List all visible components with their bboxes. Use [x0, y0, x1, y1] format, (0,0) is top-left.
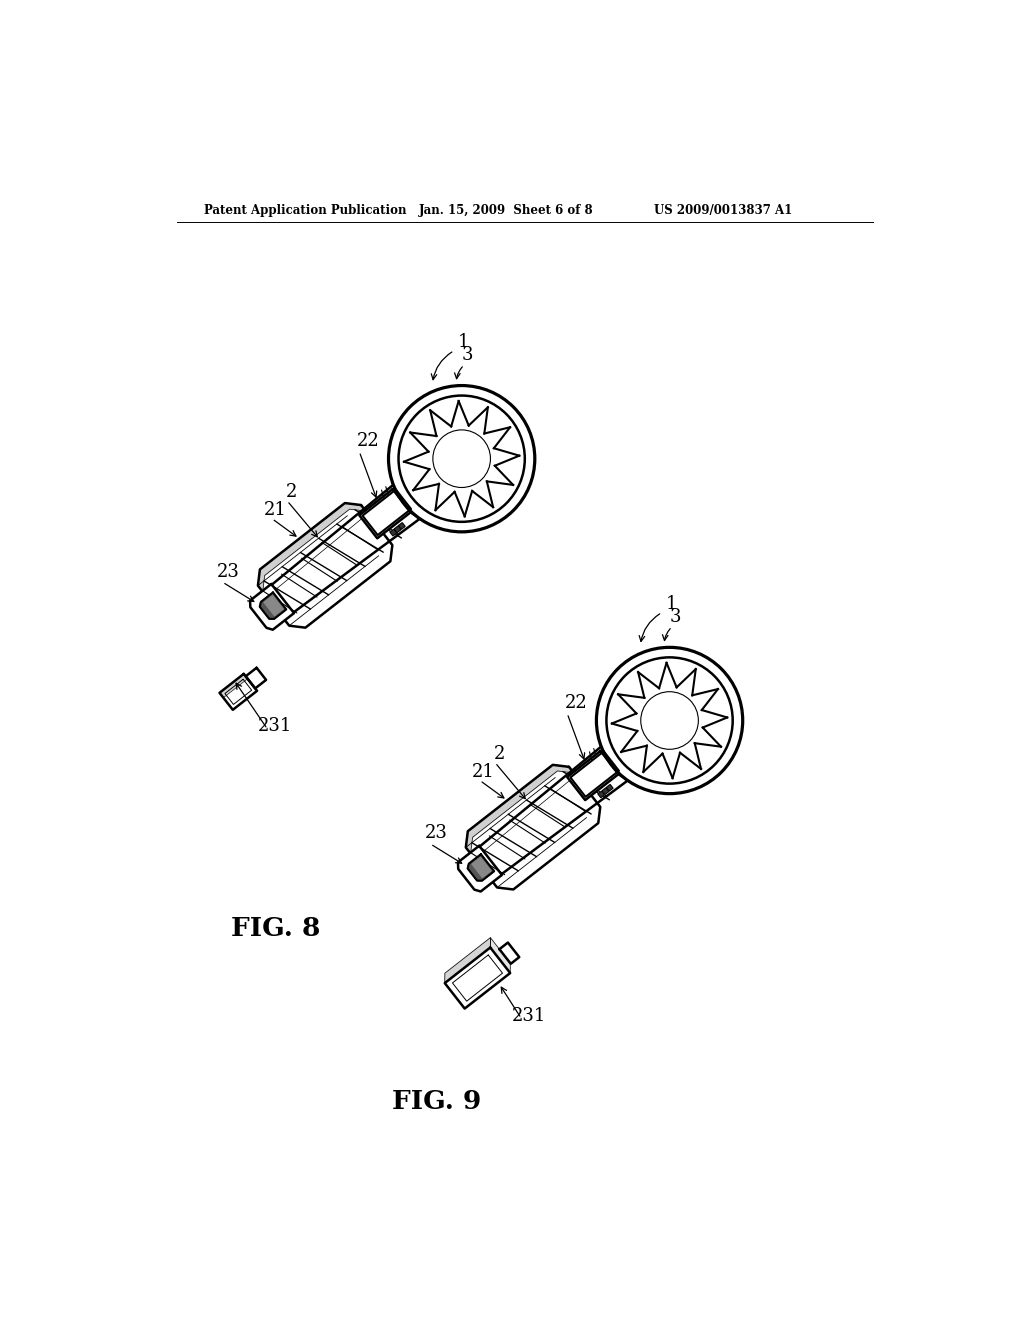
Ellipse shape: [398, 396, 525, 521]
Polygon shape: [219, 675, 257, 710]
Polygon shape: [444, 937, 490, 983]
Polygon shape: [260, 593, 287, 619]
Polygon shape: [250, 583, 294, 630]
Polygon shape: [251, 484, 397, 607]
Polygon shape: [394, 527, 400, 532]
Ellipse shape: [388, 385, 535, 532]
Text: 231: 231: [511, 1007, 546, 1024]
Polygon shape: [468, 854, 495, 880]
Polygon shape: [258, 503, 392, 628]
Text: 1: 1: [666, 594, 678, 612]
Polygon shape: [219, 675, 248, 698]
Polygon shape: [246, 668, 266, 689]
Text: 231: 231: [257, 718, 292, 735]
Polygon shape: [567, 751, 618, 800]
Polygon shape: [362, 490, 411, 535]
Polygon shape: [258, 503, 366, 591]
Polygon shape: [404, 401, 519, 516]
Text: 22: 22: [357, 432, 380, 450]
Polygon shape: [472, 858, 490, 878]
Text: 2: 2: [494, 744, 505, 763]
Polygon shape: [598, 791, 604, 797]
Polygon shape: [264, 595, 283, 615]
Polygon shape: [393, 436, 447, 494]
Polygon shape: [359, 490, 411, 539]
Polygon shape: [500, 942, 519, 964]
Polygon shape: [466, 764, 573, 854]
Text: 1: 1: [458, 333, 470, 351]
Text: US 2009/0013837 A1: US 2009/0013837 A1: [654, 205, 793, 218]
Text: 22: 22: [565, 694, 588, 711]
Polygon shape: [490, 937, 510, 973]
Polygon shape: [466, 764, 600, 890]
Text: 21: 21: [472, 763, 495, 780]
Polygon shape: [458, 846, 502, 891]
Text: FIG. 9: FIG. 9: [392, 1089, 481, 1114]
Ellipse shape: [641, 692, 698, 750]
Text: 2: 2: [286, 483, 297, 500]
Polygon shape: [459, 746, 605, 869]
Polygon shape: [602, 788, 608, 795]
Text: 23: 23: [217, 562, 240, 581]
Polygon shape: [601, 698, 655, 756]
Text: FIG. 8: FIG. 8: [230, 916, 321, 941]
Polygon shape: [398, 523, 406, 529]
Text: 23: 23: [425, 825, 447, 842]
Polygon shape: [601, 698, 685, 781]
Polygon shape: [612, 663, 727, 779]
Polygon shape: [444, 948, 510, 1008]
Text: Jan. 15, 2009  Sheet 6 of 8: Jan. 15, 2009 Sheet 6 of 8: [419, 205, 594, 218]
Ellipse shape: [433, 430, 490, 487]
Ellipse shape: [596, 647, 742, 793]
Polygon shape: [570, 751, 618, 797]
Polygon shape: [606, 784, 613, 791]
Text: Patent Application Publication: Patent Application Publication: [204, 205, 407, 218]
Text: 3: 3: [670, 609, 681, 626]
Polygon shape: [251, 484, 420, 628]
Polygon shape: [393, 436, 477, 520]
Text: 21: 21: [264, 500, 287, 519]
Polygon shape: [390, 529, 396, 536]
Ellipse shape: [606, 657, 733, 784]
Text: 3: 3: [462, 346, 473, 364]
Polygon shape: [459, 746, 629, 890]
